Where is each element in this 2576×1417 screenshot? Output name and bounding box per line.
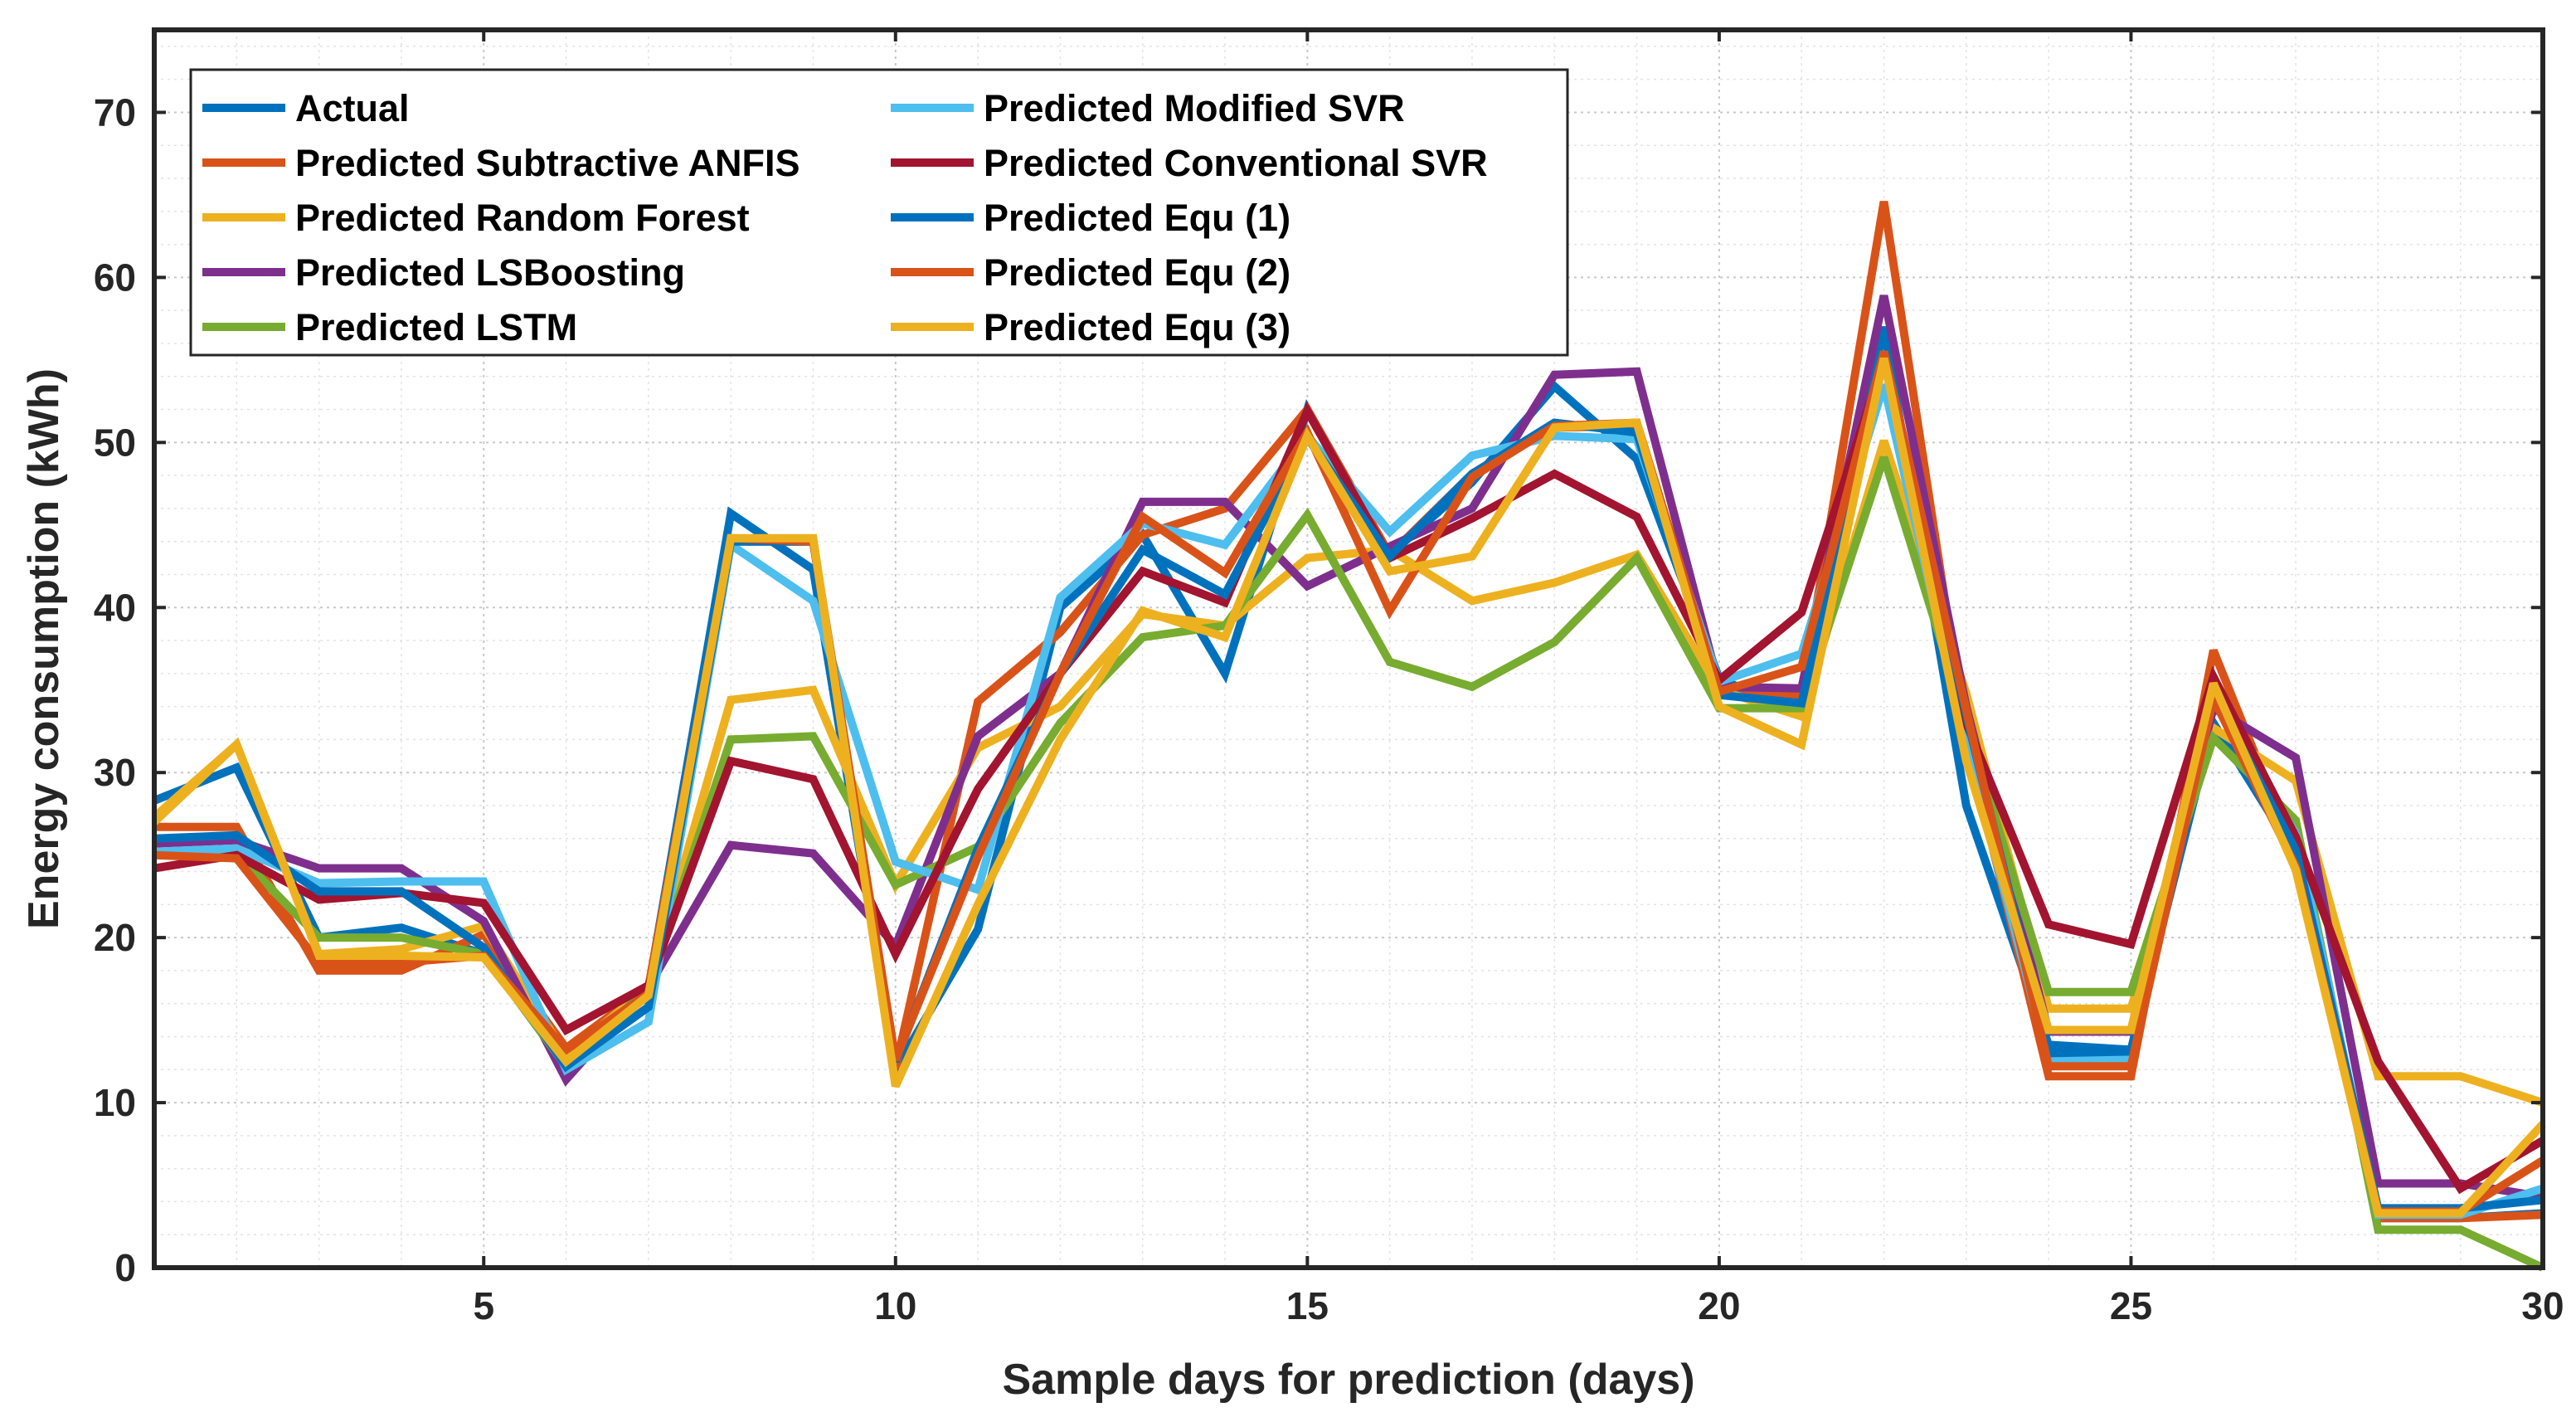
- legend-entry-label: Predicted Modified SVR: [984, 87, 1405, 129]
- legend-entry-label: Predicted Conventional SVR: [984, 142, 1488, 184]
- legend-entry-label: Predicted LSTM: [295, 306, 577, 348]
- x-tick-label: 30: [2521, 1284, 2564, 1327]
- y-tick-label: 10: [94, 1081, 136, 1124]
- legend-entry-label: Predicted Equ (3): [984, 306, 1290, 348]
- y-tick-label: 0: [114, 1246, 136, 1289]
- axis-ticks: 5 10 15 20 25 30 0 10 20 30 40 50 60 70: [94, 30, 2564, 1327]
- x-tick-label: 15: [1286, 1284, 1329, 1327]
- y-tick-label: 50: [94, 421, 136, 464]
- x-tick-label: 25: [2110, 1284, 2152, 1327]
- plot-frame: [152, 27, 2545, 1270]
- x-axis-title: Sample days for prediction (days): [1002, 1356, 1694, 1404]
- y-tick-label: 60: [94, 256, 136, 299]
- legend-entry-label: Predicted Subtractive ANFIS: [295, 142, 800, 184]
- series-lines: [151, 201, 2546, 1272]
- legend-entry-label: Actual: [295, 87, 410, 129]
- y-tick-label: 40: [94, 586, 136, 629]
- legend-entry-label: Predicted Random Forest: [295, 197, 750, 239]
- legend-box: [189, 68, 1569, 357]
- series-line-7: [153, 358, 2545, 1195]
- legend: Actual Predicted Subtractive ANFIS Predict…: [189, 68, 1569, 357]
- y-axis-title: Energy consumption (kWh): [20, 368, 68, 929]
- legend-entry-label: Predicted LSBoosting: [295, 251, 685, 294]
- legend-entry-label: Predicted Equ (1): [984, 197, 1290, 239]
- y-tick-label: 20: [94, 916, 136, 959]
- series-line-9: [153, 350, 2545, 1216]
- x-tick-label: 20: [1698, 1284, 1740, 1327]
- y-tick-label: 30: [94, 751, 136, 794]
- series-line-10: [151, 357, 2546, 1218]
- x-tick-label: 5: [473, 1284, 494, 1327]
- x-tick-label: 10: [874, 1284, 916, 1327]
- y-tick-label: 70: [94, 90, 136, 134]
- legend-entry-label: Predicted Equ (2): [984, 251, 1290, 294]
